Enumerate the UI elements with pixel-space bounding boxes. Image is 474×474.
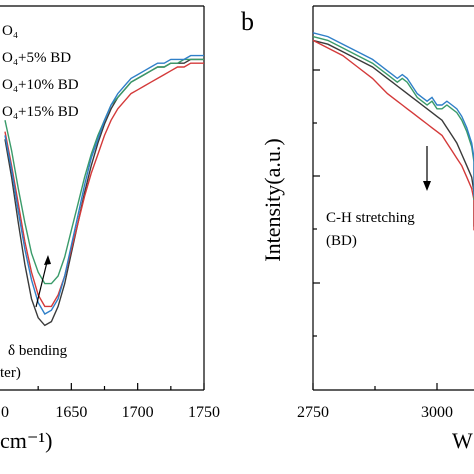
panel-b-x-axis-title: W (452, 428, 473, 453)
x-tick-label: 1650 (55, 404, 87, 421)
series-line-0 (312, 39, 474, 227)
x-tick-label: 1750 (188, 404, 220, 421)
panel-a-annotation-arrowhead (44, 255, 51, 265)
panel-b-x-ticks: 2750 3000 (297, 383, 453, 421)
panel-b-y-ticks (313, 69, 320, 337)
x-tick-label: 2750 (297, 404, 329, 421)
legend-item-go4-15bd: O₄+15% BD (2, 104, 79, 120)
series-line-2 (4, 58, 204, 285)
panel-b-y-axis-title: Intensity(a.u.) (260, 138, 285, 261)
panel-a-annotation-arrow (35, 257, 49, 308)
panel-b-annotation-arrowhead (423, 181, 431, 191)
series-line-3 (312, 32, 474, 197)
legend-item-go4-10bd: O₄+10% BD (2, 77, 79, 93)
series-line-1 (312, 39, 474, 231)
panel-a-series (4, 54, 204, 327)
panel-b-series (312, 32, 474, 231)
legend-item-go4-5bd: O₄+5% BD (2, 50, 71, 66)
panel-b-annotation-line2: (BD) (326, 233, 357, 249)
panel-a-legend: O₄ O₄+5% BD O₄+10% BD O₄+15% BD (2, 23, 79, 120)
series-line-2 (312, 35, 474, 200)
panel-b-annotation-line1: C-H stretching (326, 210, 415, 226)
panel-b: b 2750 3000 C-H stretching (BD) Intensity… (241, 5, 474, 453)
panel-b-letter: b (241, 7, 254, 36)
series-line-3 (4, 54, 204, 315)
x-tick-label: 1700 (122, 404, 154, 421)
x-tick-label-cropped: 0 (1, 404, 9, 421)
panel-a-x-ticks: 1650 1700 1750 0 (1, 383, 220, 421)
panel-a-annotation-line2: ter) (0, 365, 21, 381)
series-line-1 (4, 62, 204, 308)
x-tick-label: 3000 (421, 404, 453, 421)
panel-a-x-axis-title: cm⁻¹) (0, 428, 52, 453)
panel-a-annotation-line1: δ bending (8, 343, 68, 359)
legend-item-go4: O₄ (2, 23, 18, 39)
panel-a: 1650 1700 1750 0 O₄ O₄+5% BD O₄+10% BD O₄+1… (0, 5, 220, 453)
